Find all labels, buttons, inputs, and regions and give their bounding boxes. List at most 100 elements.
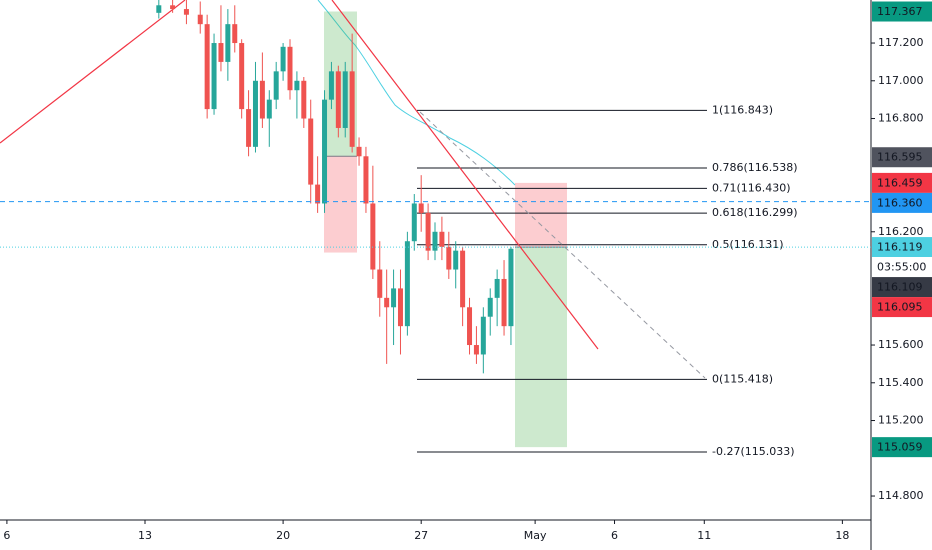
price-badge-label: 115.059 <box>877 441 923 454</box>
x-tick-label: 6 <box>3 529 10 542</box>
candle-body <box>418 203 424 213</box>
price-badge <box>872 237 932 258</box>
fib-label: 0.786(116.538) <box>712 161 798 174</box>
candle-body <box>218 43 224 62</box>
price-badge <box>872 277 932 298</box>
price-badge <box>872 297 932 318</box>
candle-body <box>363 156 369 204</box>
candle-body <box>391 288 397 308</box>
price-badge-label: 116.459 <box>877 176 923 189</box>
candle-body <box>204 24 210 110</box>
price-badge <box>872 147 932 168</box>
plot-area: 1(116.843) 0.786(116.538) 0.71(116.430) 0.6… <box>0 0 798 458</box>
fib-label: -0.27(115.033) <box>712 445 795 458</box>
price-badge <box>872 192 932 213</box>
candle-body <box>432 231 438 251</box>
candle-body <box>239 43 245 110</box>
moving-average <box>317 0 516 186</box>
candle-body <box>370 203 376 270</box>
candle-body <box>446 246 452 270</box>
position-stop <box>324 156 357 253</box>
x-tick-label: 18 <box>835 529 849 542</box>
x-tick-label: 11 <box>697 529 711 542</box>
position-stop <box>515 182 567 248</box>
candle-body <box>315 184 321 204</box>
candle-body <box>508 248 514 327</box>
candle-body <box>467 307 473 346</box>
price-badge <box>872 172 932 193</box>
x-tick-label: 6 <box>611 529 618 542</box>
candle-body <box>287 46 293 91</box>
candle-body <box>460 250 466 308</box>
x-tick-label: 13 <box>138 529 152 542</box>
candle-body <box>425 212 431 251</box>
candle-body <box>246 109 252 147</box>
y-tick-label: 116.800 <box>878 112 924 125</box>
y-tick-label: 115.200 <box>878 414 924 427</box>
candle-body <box>377 269 383 298</box>
countdown <box>872 257 932 278</box>
candle-body <box>501 278 507 327</box>
candle-body <box>232 24 238 44</box>
candle-body <box>335 71 341 128</box>
candle-body <box>308 118 314 185</box>
candle-body <box>453 250 459 270</box>
candle-body <box>252 80 258 147</box>
price-badge-label: 116.095 <box>877 301 923 314</box>
candle-body <box>404 241 410 327</box>
price-badge <box>872 1 932 22</box>
price-badge-label: 116.595 <box>877 151 923 164</box>
y-tick-label: 115.400 <box>878 376 924 389</box>
y-tick-label: 114.800 <box>878 489 924 502</box>
candle-body <box>170 5 176 10</box>
y-tick-label: 116.200 <box>878 225 924 238</box>
candle-body <box>473 345 479 355</box>
y-tick-label: 117.200 <box>878 36 924 49</box>
price-badge-label: 116.119 <box>877 241 923 254</box>
y-tick-label: 115.600 <box>878 338 924 351</box>
trend-line <box>331 0 599 350</box>
x-tick-label: 20 <box>276 529 290 542</box>
price-badge-label: 116.360 <box>877 196 923 209</box>
candle-body <box>328 71 334 100</box>
candle-body <box>225 24 231 62</box>
countdown-label: 03:55:00 <box>877 261 926 274</box>
x-tick-label: 27 <box>414 529 428 542</box>
fib-label: 0.71(116.430) <box>712 181 791 194</box>
fib-label: 0(115.418) <box>712 372 773 385</box>
candle-body <box>411 203 417 242</box>
fib-label: 1(116.843) <box>712 103 773 116</box>
candle-body <box>301 80 307 119</box>
drawings <box>331 0 706 379</box>
price-badge-label: 117.367 <box>877 5 923 18</box>
candle-body <box>294 80 300 91</box>
y-tick-label: 117.000 <box>878 74 924 87</box>
position-target <box>515 247 567 448</box>
candle-body <box>439 231 445 247</box>
candle-body <box>494 278 500 298</box>
x-tick-label: May <box>524 529 547 542</box>
price-badge-label: 116.109 <box>877 281 923 294</box>
candle-body <box>342 71 348 128</box>
candle-body <box>384 297 390 308</box>
candle-body <box>356 146 362 157</box>
candle-body <box>259 80 265 119</box>
candle-body <box>156 5 162 13</box>
candle-body <box>266 99 272 119</box>
candle-body <box>183 9 189 15</box>
candle-body <box>211 43 217 110</box>
candle-body <box>322 99 328 204</box>
candle-body <box>197 14 203 25</box>
candle-body <box>349 71 355 147</box>
fib-label: 0.5(116.131) <box>712 238 784 251</box>
trend-line <box>0 0 186 144</box>
price-badge <box>872 437 932 458</box>
candle-body <box>280 46 286 72</box>
candle-body <box>397 288 403 327</box>
candle-body <box>273 71 279 100</box>
fib-label: 0.618(116.299) <box>712 206 798 219</box>
candle-body <box>480 316 486 355</box>
dashed-trend-line <box>419 111 706 379</box>
candle-body <box>487 297 493 317</box>
